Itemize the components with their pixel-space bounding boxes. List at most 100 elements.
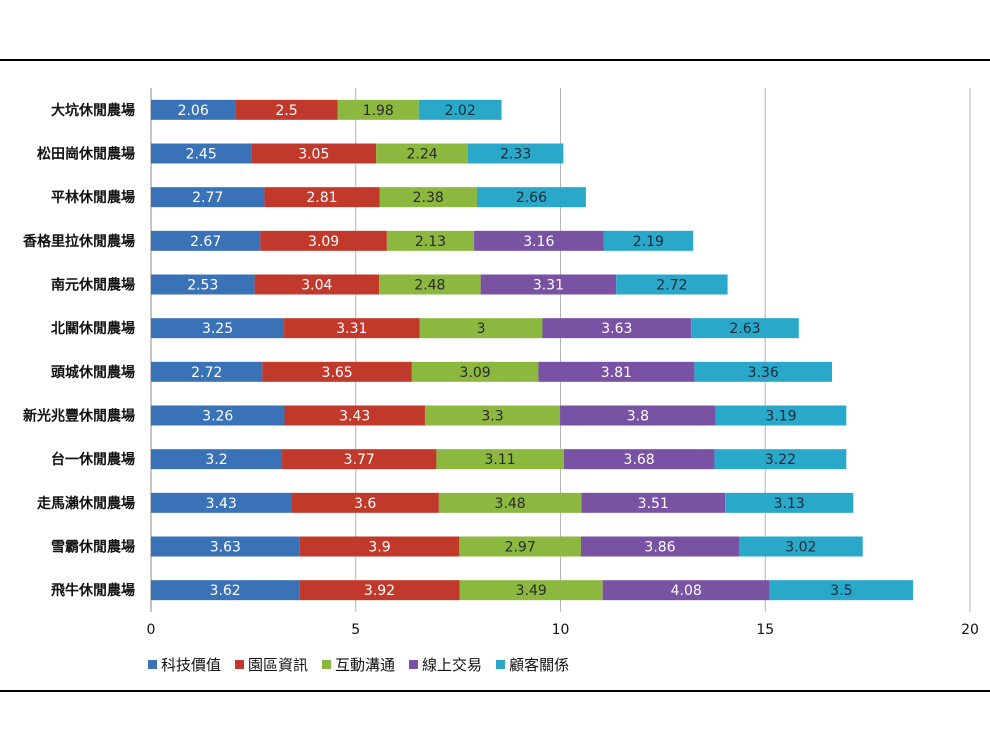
- bar-segment: [260, 230, 387, 251]
- x-tick-label: 20: [961, 622, 979, 638]
- data-label: 3.43: [206, 496, 237, 512]
- bar-segment: [474, 230, 604, 251]
- bar-segment: [694, 361, 832, 382]
- bar-segment: [581, 492, 726, 513]
- data-label: 3.63: [210, 540, 241, 556]
- legend-item: 互動溝通: [322, 654, 395, 675]
- data-label: 3.22: [765, 452, 796, 468]
- data-label: 3.77: [344, 452, 375, 468]
- bar-segment: [337, 99, 419, 120]
- data-label: 2.77: [192, 190, 223, 206]
- legend-swatch: [322, 659, 332, 669]
- data-label: 2.02: [445, 103, 476, 119]
- bar-segment: [151, 492, 292, 513]
- legend-item: 園區資訊: [235, 654, 308, 675]
- data-label: 3.31: [336, 321, 367, 337]
- data-label: 2.5: [275, 103, 297, 119]
- data-label: 3.19: [765, 409, 796, 425]
- category-label: 台一休閒農場: [51, 451, 135, 468]
- data-label: 3.3: [481, 409, 503, 425]
- bar-segment: [235, 99, 338, 120]
- legend-label: 科技價值: [161, 655, 222, 674]
- data-label: 1.98: [363, 103, 394, 119]
- top-rule: [0, 59, 990, 61]
- bottom-rule: [0, 690, 990, 692]
- bar-segment: [151, 536, 300, 557]
- data-label: 2.53: [187, 278, 218, 294]
- legend-label: 線上交易: [422, 655, 483, 674]
- data-label: 3.02: [785, 540, 816, 556]
- bar-segment: [379, 187, 477, 208]
- bar-segment: [284, 405, 425, 426]
- data-label: 2.06: [178, 103, 209, 119]
- bar-segment: [480, 274, 617, 295]
- data-label: 3.62: [210, 583, 241, 599]
- bar-segment: [151, 318, 285, 339]
- data-label: 2.38: [413, 190, 444, 206]
- data-label: 2.63: [729, 321, 760, 337]
- category-label: 走馬瀨休閒農場: [37, 495, 135, 512]
- data-label: 3.04: [301, 278, 332, 294]
- legend-label: 顧客關係: [509, 655, 570, 674]
- bar-segment: [419, 318, 543, 339]
- x-tick-label: 0: [147, 622, 156, 638]
- bar-segment: [151, 99, 236, 120]
- data-label: 3.63: [601, 321, 632, 337]
- data-label: 3.11: [485, 452, 516, 468]
- data-label: 3.8: [627, 409, 649, 425]
- category-label: 大坑休閒農場: [51, 102, 135, 119]
- bar-segment: [725, 492, 854, 513]
- data-label: 2.48: [414, 278, 445, 294]
- legend-item: 線上交易: [409, 654, 482, 675]
- bar-segment: [616, 274, 728, 295]
- data-label: 2.13: [415, 234, 446, 250]
- bar-segment: [476, 187, 586, 208]
- data-label: 3.5: [830, 583, 852, 599]
- data-label: 4.08: [671, 583, 702, 599]
- bar-segment: [467, 143, 564, 164]
- data-label: 3.26: [202, 409, 233, 425]
- bar-segment: [602, 580, 770, 601]
- bar-segment: [151, 143, 252, 164]
- legend-swatch: [235, 659, 245, 669]
- data-label: 2.24: [407, 147, 438, 163]
- bar-segment: [284, 318, 420, 339]
- bar-segment: [379, 274, 481, 295]
- category-label: 雪霸休閒農場: [51, 539, 135, 556]
- bar-segment: [563, 449, 715, 470]
- bar-segment: [254, 274, 380, 295]
- data-label: 3.65: [322, 365, 353, 381]
- category-label: 飛牛休閒農場: [50, 582, 135, 599]
- category-label: 平林休閒農場: [51, 189, 135, 206]
- bar-segment: [560, 405, 716, 426]
- data-label: 2.67: [190, 234, 221, 250]
- legend-label: 互動溝通: [335, 655, 396, 674]
- data-label: 2.97: [505, 540, 536, 556]
- legend-swatch: [496, 659, 506, 669]
- bar-segment: [691, 318, 799, 339]
- bar-segment: [299, 580, 460, 601]
- category-label: 南元休閒農場: [51, 277, 135, 294]
- bar-segment: [459, 536, 581, 557]
- bar-segment: [282, 449, 437, 470]
- data-label: 3.43: [339, 409, 370, 425]
- stacked-bar-chart: 0 5 10 15 20 大坑休閒農場 2.06 2.5 1.98 2.02 松田崗休閒農場 2.45…: [22, 88, 979, 638]
- data-label: 3.09: [460, 365, 491, 381]
- x-tick-label: 10: [552, 622, 570, 638]
- bar-segment: [151, 580, 300, 601]
- bar-segment: [151, 187, 265, 208]
- bar-segment: [411, 361, 539, 382]
- data-label: 3.05: [298, 147, 329, 163]
- data-label: 2.19: [633, 234, 664, 250]
- legend-item: 科技價值: [148, 654, 221, 675]
- bar-segment: [376, 143, 468, 164]
- legend-swatch: [148, 659, 157, 669]
- data-label: 3.68: [624, 452, 655, 468]
- bar-segment: [151, 449, 283, 470]
- data-label: 2.72: [191, 365, 222, 381]
- x-tick-label: 15: [756, 622, 774, 638]
- data-label: 3.6: [354, 496, 376, 512]
- bar-segment: [418, 99, 502, 120]
- bar-segment: [769, 580, 914, 601]
- category-label: 香格里拉休閒農場: [22, 233, 135, 250]
